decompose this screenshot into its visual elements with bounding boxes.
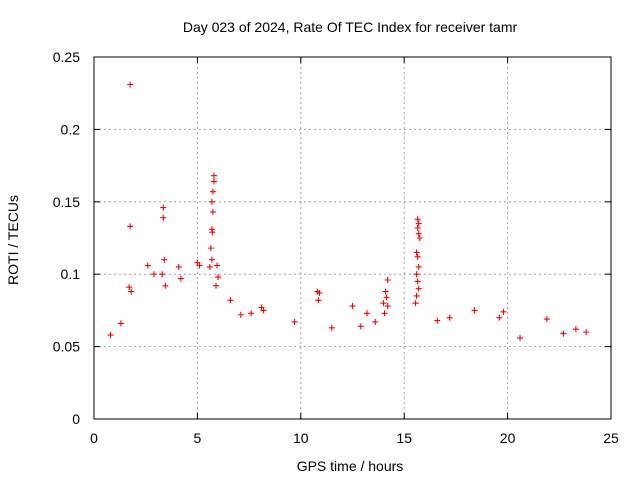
y-axis-label: ROTI / TECUs bbox=[5, 195, 21, 285]
data-point bbox=[572, 326, 579, 333]
data-point bbox=[349, 303, 356, 310]
data-point bbox=[127, 223, 134, 230]
x-tick-label: 20 bbox=[500, 430, 516, 446]
data-point bbox=[127, 81, 134, 88]
data-point bbox=[471, 307, 478, 314]
y-tick-label: 0.2 bbox=[61, 121, 81, 137]
data-point bbox=[414, 278, 421, 285]
data-point bbox=[260, 307, 267, 314]
data-point bbox=[227, 297, 234, 304]
data-point bbox=[144, 262, 151, 269]
y-tick-label: 0 bbox=[72, 411, 80, 427]
data-point bbox=[416, 235, 423, 241]
data-point bbox=[209, 208, 216, 215]
data-point bbox=[316, 290, 323, 297]
data-point bbox=[357, 323, 364, 330]
data-point bbox=[206, 263, 213, 270]
grid bbox=[94, 57, 611, 419]
data-point bbox=[237, 311, 244, 318]
y-tick-label: 0.25 bbox=[53, 49, 80, 65]
data-point bbox=[382, 288, 389, 295]
data-point bbox=[175, 263, 182, 270]
data-point bbox=[560, 330, 567, 337]
data-point bbox=[363, 310, 370, 317]
x-tick-label: 15 bbox=[396, 430, 412, 446]
data-point bbox=[415, 220, 422, 227]
data-point bbox=[291, 318, 298, 325]
data-point bbox=[414, 253, 421, 260]
data-point bbox=[208, 198, 215, 205]
data-point bbox=[210, 172, 217, 179]
x-axis-label: GPS time / hours bbox=[297, 458, 404, 474]
data-point bbox=[328, 324, 335, 331]
data-point bbox=[413, 271, 420, 278]
data-point bbox=[315, 297, 322, 304]
data-point bbox=[413, 292, 420, 299]
data-point bbox=[384, 303, 391, 310]
data-point bbox=[209, 188, 216, 195]
data-point bbox=[380, 300, 387, 307]
data-point bbox=[414, 216, 421, 223]
data-point bbox=[128, 288, 135, 295]
data-point bbox=[413, 249, 420, 256]
data-point bbox=[496, 314, 503, 321]
data-point bbox=[434, 317, 441, 324]
data-points bbox=[107, 81, 590, 341]
data-point bbox=[381, 310, 388, 317]
data-point bbox=[383, 294, 390, 301]
data-point bbox=[414, 224, 421, 231]
data-point bbox=[107, 332, 114, 339]
data-point bbox=[446, 314, 453, 321]
data-point bbox=[384, 276, 391, 283]
data-point bbox=[126, 284, 133, 291]
y-tick-label: 0.15 bbox=[53, 194, 80, 210]
plot-frame bbox=[93, 56, 612, 420]
data-point bbox=[543, 316, 550, 323]
data-point bbox=[213, 282, 220, 289]
data-point bbox=[161, 256, 168, 263]
data-point bbox=[517, 334, 524, 341]
data-point bbox=[215, 274, 222, 281]
y-axis-ticks: 0 0.05 0.1 0.15 0.2 0.25 bbox=[53, 49, 611, 427]
data-point bbox=[415, 263, 422, 270]
x-tick-label: 10 bbox=[293, 430, 309, 446]
data-point bbox=[412, 300, 419, 307]
data-point bbox=[159, 271, 166, 278]
data-point bbox=[196, 262, 203, 269]
data-point bbox=[162, 282, 169, 289]
x-tick-label: 0 bbox=[90, 430, 98, 446]
x-tick-label: 5 bbox=[194, 430, 202, 446]
data-point bbox=[248, 310, 255, 317]
data-point bbox=[415, 230, 422, 237]
data-point bbox=[583, 329, 590, 336]
data-point bbox=[210, 178, 217, 185]
data-point bbox=[150, 271, 157, 278]
data-point bbox=[372, 318, 379, 325]
data-point bbox=[214, 262, 221, 269]
chart-title: Day 023 of 2024, Rate Of TEC Index for r… bbox=[183, 19, 518, 35]
data-point bbox=[209, 229, 216, 236]
x-axis-ticks: 0 5 10 15 20 25 bbox=[90, 57, 619, 446]
y-tick-label: 0.05 bbox=[53, 339, 80, 355]
data-point bbox=[160, 204, 167, 211]
data-point bbox=[117, 320, 124, 327]
data-point bbox=[415, 285, 422, 292]
data-point bbox=[500, 308, 507, 315]
data-point bbox=[208, 256, 215, 263]
y-tick-label: 0.1 bbox=[61, 266, 81, 282]
data-point bbox=[177, 275, 184, 282]
data-point bbox=[207, 245, 214, 252]
data-point bbox=[160, 214, 167, 221]
x-tick-label: 25 bbox=[603, 430, 619, 446]
